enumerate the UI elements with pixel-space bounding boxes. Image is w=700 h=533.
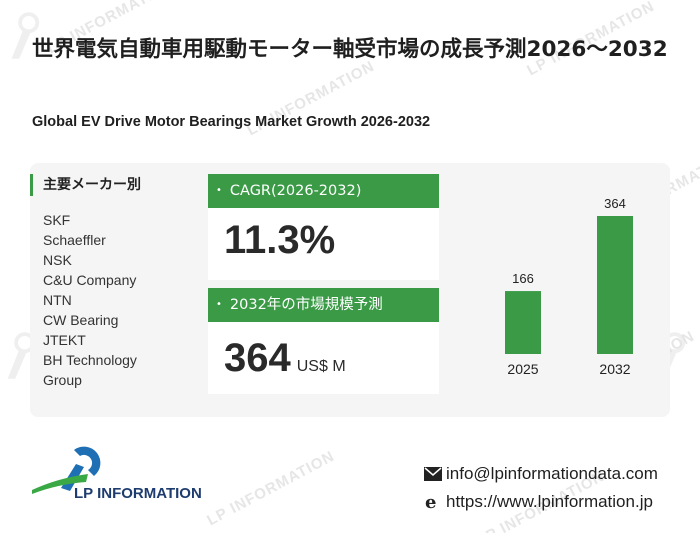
cagr-card-header: • CAGR(2026-2032) <box>208 174 439 208</box>
maker-list: SKF Schaeffler NSK C&U Company NTN CW Be… <box>43 210 137 390</box>
maker-item: Schaeffler <box>43 232 106 248</box>
market-label: 2032年の市場規模予測 <box>229 297 383 313</box>
x-tick-label-2032: 2032 <box>599 361 630 377</box>
data-label-2025: 166 <box>512 271 534 286</box>
contact-block: info@lpinformationdata.com e https://www… <box>424 460 658 516</box>
maker-item: CW Bearing <box>43 312 119 328</box>
cagr-value: 11.3% <box>224 218 336 262</box>
email-row: info@lpinformationdata.com <box>424 460 658 488</box>
maker-item: C&U Company <box>43 272 137 288</box>
data-label-2032: 364 <box>604 196 626 211</box>
website-row: e https://www.lpinformation.jp <box>424 488 658 516</box>
page-title: 世界電気自動車用駆動モーター軸受市場の成長予測2026～2032 <box>32 37 668 62</box>
market-card-header: • 2032年の市場規模予測 <box>208 288 439 322</box>
maker-item: SKF <box>43 212 71 228</box>
makers-heading: 主要メーカー別 <box>30 174 141 196</box>
lp-logo-icon: LP INFORMATION <box>32 446 202 502</box>
market-value-row: 364 US$ M <box>224 336 346 381</box>
bullet-icon: • <box>216 299 222 310</box>
maker-item: JTEKT <box>43 332 86 348</box>
bar-2025 <box>505 291 541 354</box>
website-link[interactable]: https://www.lpinformation.jp <box>446 492 653 511</box>
logo-text: LP INFORMATION <box>74 485 202 502</box>
maker-item: NSK <box>43 252 72 268</box>
x-tick-label-2025: 2025 <box>507 361 538 377</box>
maker-item: Group <box>43 372 82 388</box>
market-value: 364 <box>224 336 291 380</box>
maker-item: NTN <box>43 292 72 308</box>
bullet-icon: • <box>216 185 222 196</box>
market-size-card: • 2032年の市場規模予測 364 US$ M <box>208 288 439 394</box>
email-link[interactable]: info@lpinformationdata.com <box>446 464 658 483</box>
maker-item: BH Technology <box>43 352 137 368</box>
watermark-text: LP INFORMATION <box>204 447 338 530</box>
bar-2032 <box>597 216 633 354</box>
market-unit: US$ M <box>296 358 346 375</box>
browser-e-icon: e <box>424 493 442 511</box>
svg-text:e: e <box>425 493 436 511</box>
cagr-label: CAGR(2026-2032) <box>229 183 362 199</box>
mail-icon <box>424 465 442 483</box>
bar-chart: 166 2025 364 2032 <box>505 196 633 377</box>
cagr-card: • CAGR(2026-2032) 11.3% <box>208 174 439 280</box>
page-subtitle: Global EV Drive Motor Bearings Market Gr… <box>32 114 431 130</box>
